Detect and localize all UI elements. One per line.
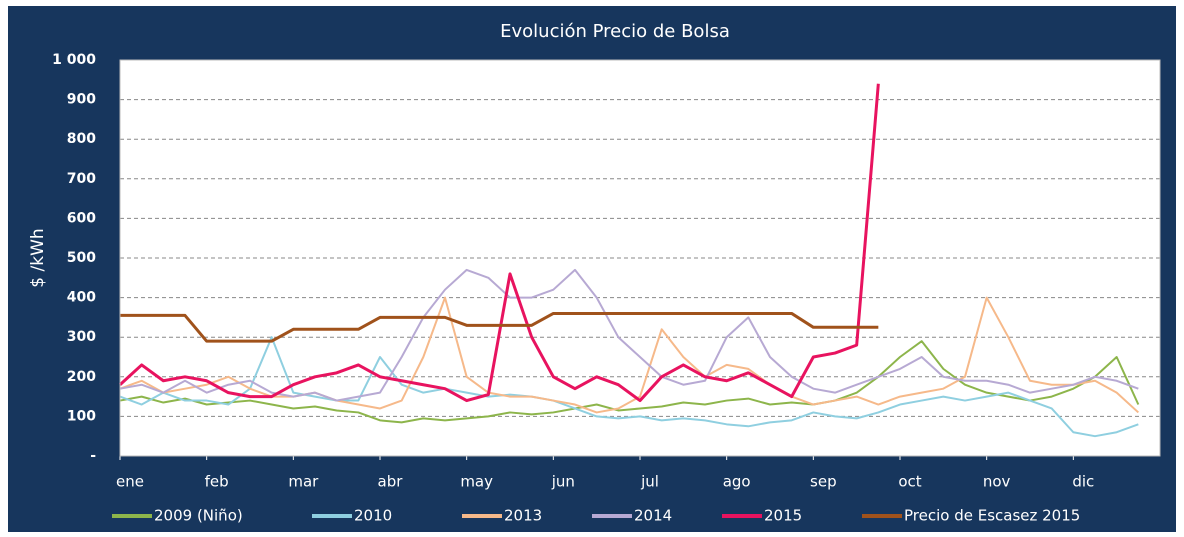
y-tick-label: 300 — [67, 329, 96, 345]
x-tick-label: jun — [551, 473, 575, 491]
x-tick-label: ago — [723, 473, 751, 491]
series-line — [119, 336, 1139, 438]
x-tick-label: sep — [810, 473, 837, 491]
y-tick-label: 600 — [67, 210, 96, 226]
x-tick-label: oct — [898, 473, 921, 491]
chart-title: Evolución Precio de Bolsa — [500, 21, 730, 42]
legend-label: 2015 — [764, 507, 802, 525]
y-tick-label: 100 — [67, 408, 96, 424]
y-tick-label: 200 — [67, 369, 96, 385]
legend-label: 2013 — [504, 507, 542, 525]
x-tick-label: ene — [116, 473, 144, 491]
x-tick-label: mar — [288, 473, 319, 491]
y-tick-label: - — [90, 448, 96, 464]
legend-label: Precio de Escasez 2015 — [904, 507, 1080, 525]
x-tick-label: jul — [640, 473, 659, 491]
x-tick-label: nov — [983, 473, 1011, 491]
x-tick-label: abr — [378, 473, 404, 491]
y-tick-label: 500 — [67, 250, 96, 266]
series-line — [120, 311, 879, 343]
legend-label: 2010 — [354, 507, 392, 525]
series-line — [118, 83, 880, 403]
x-tick-label: dic — [1072, 473, 1094, 491]
y-tick-label: 700 — [67, 171, 96, 187]
x-tick-label: feb — [205, 473, 229, 491]
y-axis-label: $ /kWh — [28, 228, 48, 287]
legend-label: 2014 — [634, 507, 672, 525]
y-tick-label: 900 — [67, 92, 96, 108]
legend-label: 2009 (Niño) — [154, 507, 243, 525]
plot-border — [119, 59, 1161, 457]
y-tick-label: 400 — [67, 290, 96, 306]
series-line — [119, 340, 1140, 424]
y-tick-label: 1 000 — [52, 52, 96, 68]
series-line — [119, 268, 1139, 402]
x-tick-label: may — [460, 473, 493, 491]
y-tick-label: 800 — [67, 131, 96, 147]
